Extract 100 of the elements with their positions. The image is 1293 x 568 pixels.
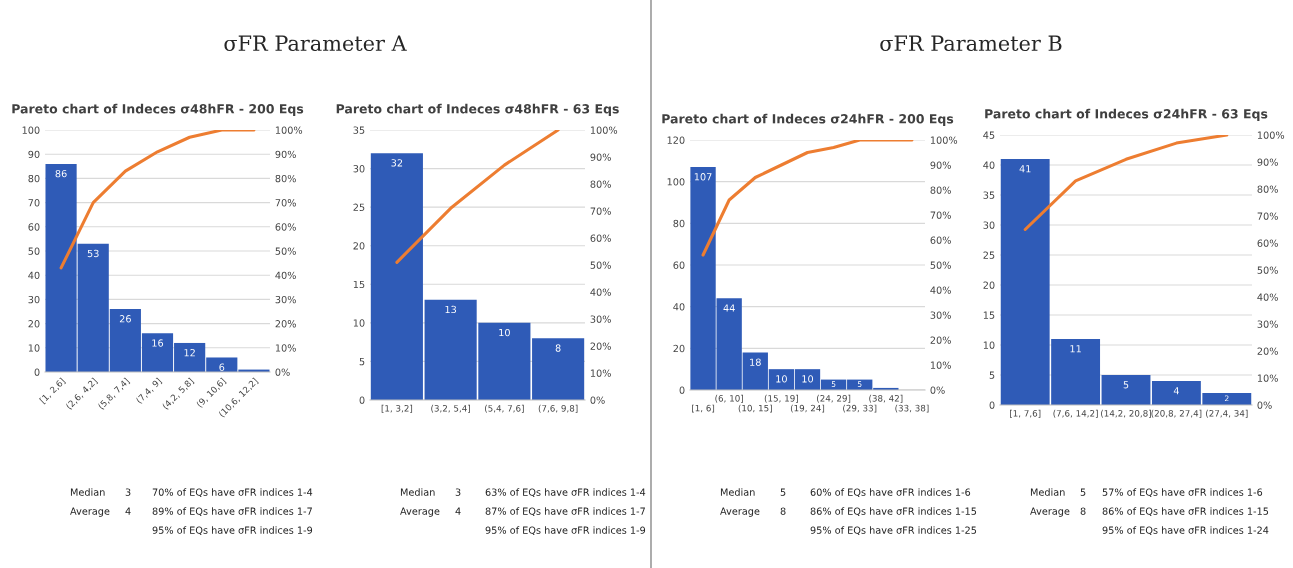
y-tick-label: 40 [28,271,40,280]
text: σFR Parameter B [880,35,1062,52]
y2-tick-label: 60% [1257,239,1278,247]
y-tick-label: 90 [28,150,40,159]
y2-tick-label: 100% [1257,131,1285,139]
y-tick-label: 100 [667,178,685,186]
text: 5 [1080,488,1086,496]
text: Average [70,507,110,517]
data-label: 10 [776,375,787,383]
text: 86% of EQs have σFR indices 1-15 [1102,507,1269,516]
data-label: 4 [1173,387,1179,395]
y2-tick-label: 100% [275,126,303,134]
x-tick-label: (5,4, 7,6] [485,404,524,413]
y2-tick-label: 40% [275,271,296,280]
y2-tick-label: 80% [590,180,611,188]
data-label: 18 [750,358,761,366]
x-tick-label: (3,2, 5,4] [431,404,470,413]
y2-tick-label: 0% [930,386,945,394]
y2-tick-label: 60% [930,236,951,244]
y-tick-label: 20 [28,320,40,328]
y-tick-label: 30 [353,165,365,173]
chart-title: Pareto chart of Indeces σ24hFR - 200 Eqs [662,113,954,126]
x-tick-label: (7,6, 9,8] [538,404,578,413]
text: Median [70,488,105,496]
y2-tick-label: 50% [275,247,296,255]
chart-title: Pareto chart of Indeces σ48hFR - 200 Eqs [12,103,304,116]
text: Average [1030,507,1070,517]
x-tick-label: (24, 29] [817,394,851,403]
text: σFR Parameter A [224,35,407,52]
chart-title: Pareto chart of Indeces σ24hFR - 63 Eqs [985,108,1268,121]
text: 86% of EQs have σFR indices 1-15 [810,507,977,516]
y-tick-label: 10 [983,341,995,349]
text: 4 [455,507,461,515]
y-tick-label: 5 [359,358,365,366]
x-tick-label: (33, 38] [895,404,929,413]
x-tick-label: (19, 24] [790,404,825,413]
y2-tick-label: 30% [275,295,296,304]
y2-tick-label: 20% [930,336,951,344]
data-label: 8 [555,344,561,352]
y-tick-label: 0 [34,368,40,376]
text: Median [720,488,755,496]
data-label: 6 [219,363,225,371]
text: 63% of EQs have σFR indices 1-4 [485,488,646,497]
text: 8 [780,507,786,515]
data-label: 12 [184,349,195,357]
text: 5 [780,488,786,496]
y2-tick-label: 10% [590,369,611,377]
y2-tick-label: 80% [275,174,296,183]
data-label: 13 [445,305,457,314]
y2-tick-label: 10% [1257,374,1278,382]
text: 3 [455,488,461,496]
y2-tick-label: 40% [1257,293,1278,301]
y2-tick-label: 30% [930,311,951,319]
text: 57% of EQs have σFR indices 1-6 [1102,488,1263,497]
y2-tick-label: 30% [590,315,611,323]
x-tick-label: (27,4, 34] [1206,409,1248,418]
data-label: 26 [119,315,131,323]
text: Median [400,488,435,496]
y-tick-label: 15 [353,280,365,289]
y-tick-label: 25 [353,203,365,211]
y-tick-label: 35 [353,126,365,134]
y-tick-label: 60 [28,223,40,231]
y2-tick-label: 20% [1257,347,1278,355]
y-tick-label: 0 [679,386,685,394]
data-label: 10 [499,328,510,337]
y2-tick-label: 0% [275,368,290,376]
y-tick-label: 20 [983,281,995,289]
y-tick-label: 100 [22,126,40,134]
y2-tick-label: 40% [930,286,951,294]
data-label: 10 [802,375,814,383]
y2-tick-label: 10% [930,361,951,369]
y-tick-label: 60 [673,261,685,269]
y-tick-label: 35 [983,191,995,199]
y-tick-label: 30 [28,295,40,304]
x-tick-label: (29, 33] [843,404,877,413]
text: 4 [125,507,131,515]
y-tick-label: 30 [983,221,995,229]
text: 95% of EQs have σFR indices 1-24 [1102,526,1269,535]
y-tick-label: 70 [28,199,40,207]
y-tick-label: 10 [353,319,365,327]
y2-tick-label: 30% [1257,320,1278,328]
x-tick-label: [1, 6] [692,404,715,413]
y2-tick-label: 90% [590,153,611,161]
text: 60% of EQs have σFR indices 1-6 [810,488,971,497]
text: 70% of EQs have σFR indices 1-4 [152,488,313,497]
text: Average [720,507,760,517]
x-tick-label: [1, 3,2] [381,404,413,413]
bar [370,153,423,400]
text: Median [1030,488,1065,496]
chart-title: Pareto chart of Indeces σ48hFR - 63 Eqs [336,103,619,116]
text: 3 [125,488,131,496]
text: 8 [1080,507,1086,515]
x-tick-label: (20,8, 27,4] [1151,409,1202,418]
data-label: 53 [87,249,99,258]
y-tick-label: 0 [359,396,365,404]
y-tick-label: 40 [983,161,995,169]
y-tick-label: 80 [673,219,685,228]
y2-tick-label: 60% [590,234,611,242]
bar [532,338,585,400]
y2-tick-label: 70% [1257,212,1278,220]
